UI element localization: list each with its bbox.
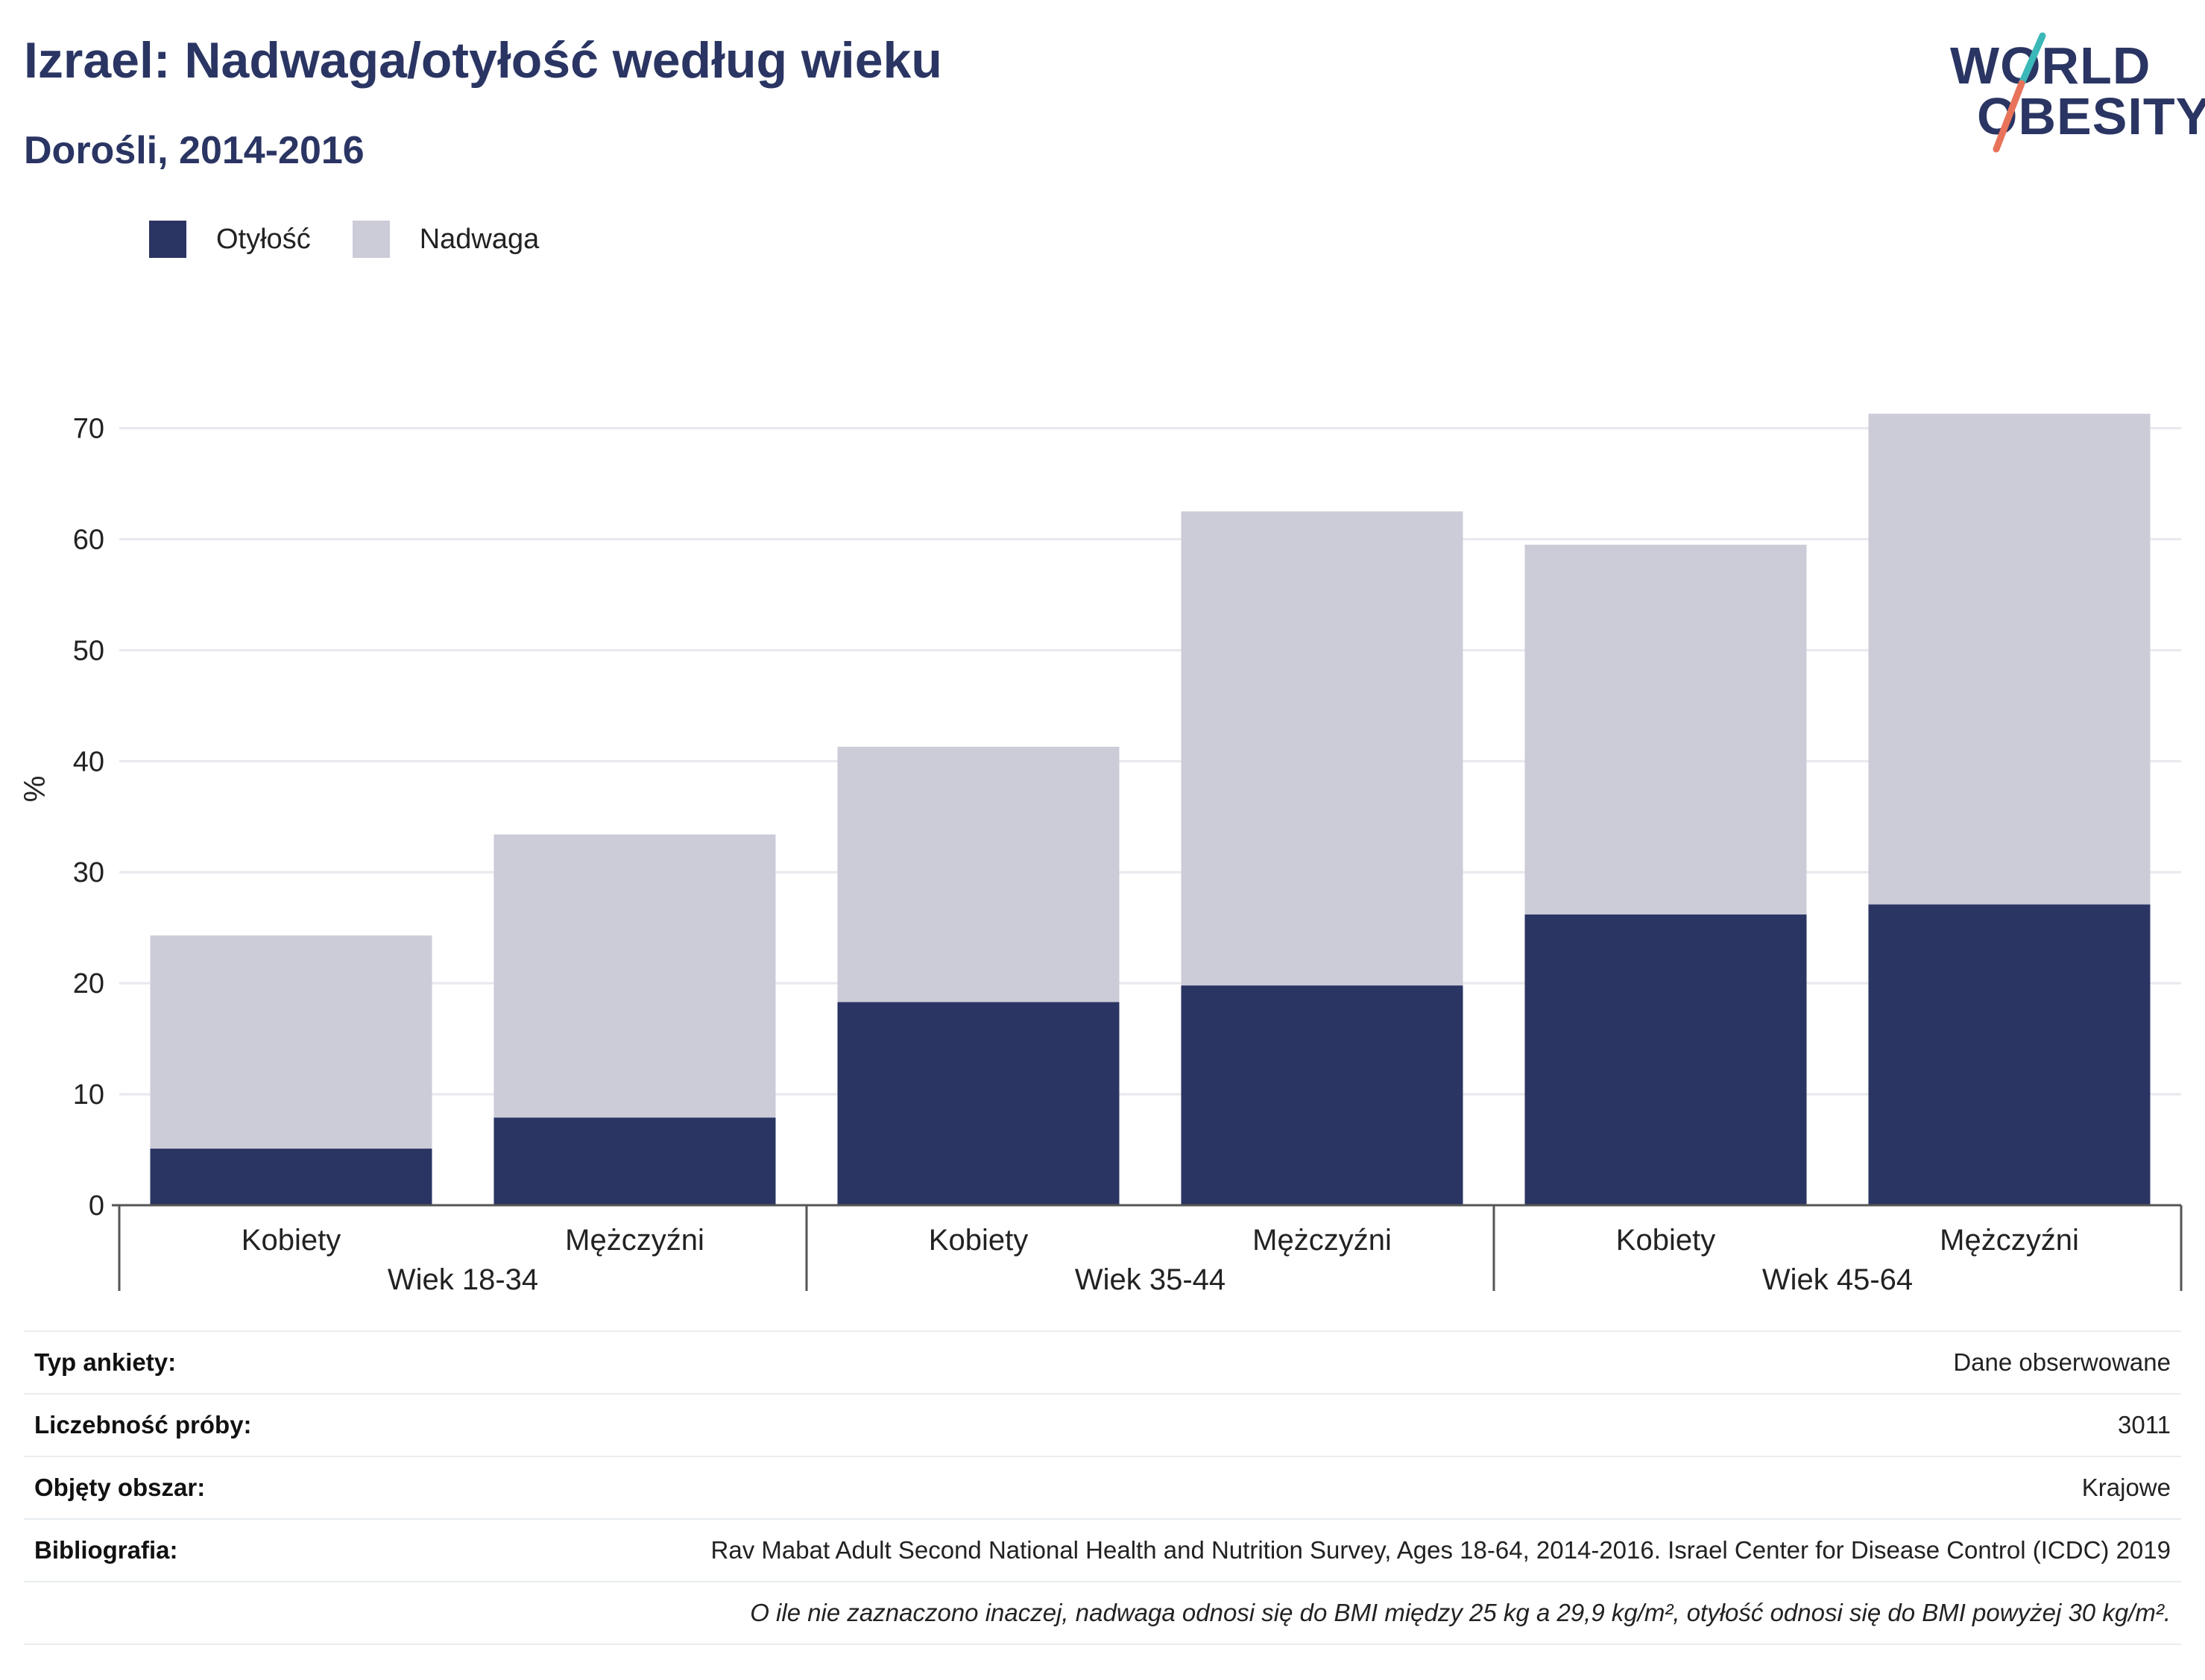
chart-subtitle: Dorośli, 2014-2016 bbox=[24, 129, 365, 172]
group-label: Wiek 18-34 bbox=[388, 1263, 538, 1296]
bar-obesity bbox=[1524, 914, 1807, 1205]
definition-note: O ile nie zaznaczono inaczej, nadwaga od… bbox=[750, 1599, 2171, 1626]
legend-swatch-overweight bbox=[352, 221, 390, 258]
y-tick-label: 30 bbox=[73, 857, 104, 888]
y-tick-label: 40 bbox=[73, 746, 104, 777]
legend-swatch-obesity bbox=[149, 221, 186, 258]
stacked-bar-chart: 0 10 20 30 40 50 60 70% Kobiety Mężczyźni Wiek 18-… bbox=[19, 413, 2183, 1296]
bar-overweight bbox=[493, 834, 776, 1118]
info-value: 3011 bbox=[2118, 1411, 2171, 1439]
chart-title: Izrael: Nadwaga/otyłość według wieku bbox=[24, 32, 942, 89]
logo-slash-icon bbox=[1993, 32, 2046, 153]
info-table: Typ ankiety: Dane obserwowane Liczebność… bbox=[24, 1330, 2181, 1645]
info-value: Dane obserwowane bbox=[1953, 1348, 2171, 1376]
info-label: Typ ankiety: bbox=[34, 1348, 177, 1376]
group-label: Wiek 45-64 bbox=[1762, 1263, 1913, 1296]
y-tick-label: 60 bbox=[73, 524, 104, 555]
legend-item-obesity[interactable]: Otyłość bbox=[149, 221, 311, 258]
info-label: Liczebność próby: bbox=[34, 1411, 252, 1439]
logo-word-world: WORLD bbox=[1950, 37, 2151, 95]
info-row-note: O ile nie zaznaczono inaczej, nadwaga od… bbox=[24, 1581, 2181, 1645]
bar-overweight bbox=[837, 746, 1120, 1002]
info-row-sample-size: Liczebność próby: 3011 bbox=[24, 1393, 2181, 1456]
bar-obesity bbox=[837, 1002, 1120, 1205]
y-tick-label: 20 bbox=[73, 968, 104, 1000]
bar-overweight bbox=[1524, 544, 1807, 915]
info-row-survey-type: Typ ankiety: Dane obserwowane bbox=[24, 1330, 2181, 1393]
legend-label-overweight: Nadwaga bbox=[419, 223, 540, 255]
info-value: Rav Mabat Adult Second National Health a… bbox=[710, 1536, 2171, 1564]
y-tick-label: 0 bbox=[89, 1190, 104, 1222]
legend-item-overweight[interactable]: Nadwaga bbox=[352, 221, 540, 258]
x-tick-label: Mężczyźni bbox=[1252, 1224, 1392, 1257]
y-tick-label: 70 bbox=[73, 413, 104, 444]
x-tick-label: Mężczyźni bbox=[565, 1224, 704, 1257]
y-tick-label: 50 bbox=[73, 635, 104, 666]
bar-overweight bbox=[150, 935, 432, 1149]
bar-obesity bbox=[493, 1117, 776, 1205]
info-label: Objęty obszar: bbox=[34, 1474, 206, 1501]
bar-obesity bbox=[1868, 904, 2151, 1205]
bar-overweight bbox=[1868, 414, 2151, 905]
info-value: Krajowe bbox=[2081, 1474, 2171, 1501]
info-row-area-covered: Objęty obszar: Krajowe bbox=[24, 1456, 2181, 1518]
bar-overweight bbox=[1181, 511, 1463, 986]
x-tick-label: Mężczyźni bbox=[1940, 1224, 2079, 1257]
bar-obesity bbox=[150, 1149, 432, 1205]
x-tick-label: Kobiety bbox=[1616, 1224, 1715, 1257]
info-label: Bibliografia: bbox=[34, 1536, 178, 1564]
y-axis-label: % bbox=[19, 776, 51, 803]
x-tick-label: Kobiety bbox=[242, 1224, 341, 1257]
y-tick-label: 10 bbox=[73, 1079, 104, 1111]
legend-label-obesity: Otyłość bbox=[216, 223, 311, 255]
world-obesity-logo: WORLD OBESITY bbox=[1938, 21, 2205, 162]
x-tick-label: Kobiety bbox=[929, 1224, 1028, 1257]
legend: Otyłość Nadwaga bbox=[149, 221, 581, 258]
group-label: Wiek 35-44 bbox=[1075, 1263, 1225, 1296]
bar-obesity bbox=[1181, 985, 1463, 1205]
info-row-bibliography: Bibliografia: Rav Mabat Adult Second Nat… bbox=[24, 1518, 2181, 1581]
